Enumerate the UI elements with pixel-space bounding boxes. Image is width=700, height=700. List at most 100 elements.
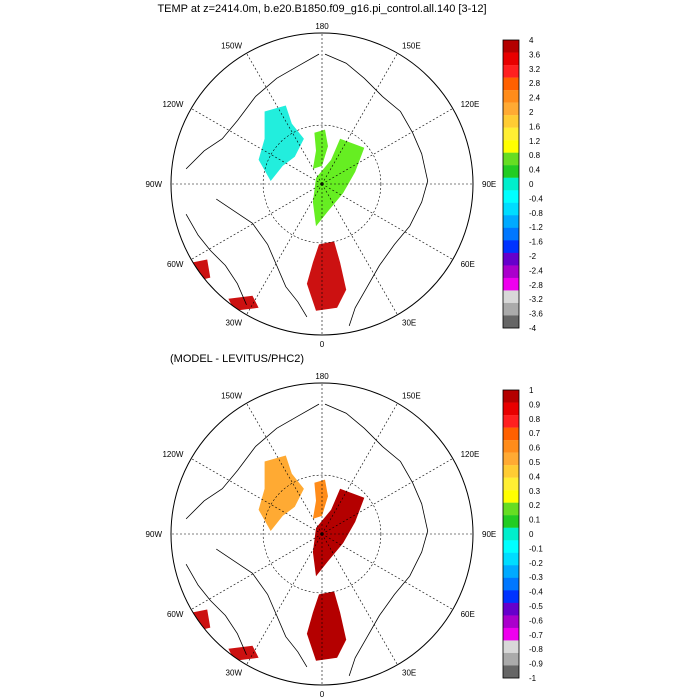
colorbar-swatch [503,227,519,241]
colorbar-label: -2 [529,252,537,261]
colorbar-swatch [503,265,519,279]
colorbar-label: 0.8 [529,415,541,424]
colorbar-swatch [503,477,519,491]
colorbar-swatch [503,177,519,191]
colorbar-swatch [503,502,519,516]
colorbar-swatch [503,640,519,654]
colorbar-swatch [503,527,519,541]
longitude-label-nw: 150W [221,41,242,50]
map-boundary [170,382,474,686]
greenland-south-anomaly [192,259,211,281]
meridian-line [191,458,323,535]
greenland-south-difference [228,645,259,661]
colorbar-swatch [503,615,519,629]
longitude-label-e: 90E [482,180,496,189]
bottom-panel: (MODEL - LEVITUS/PHC2) 180 150W 150E 120W 12… [146,353,544,699]
longitude-label-e2: 120E [461,450,480,459]
colorbar-label: 0.6 [529,444,541,453]
longitude-label-n: 180 [315,372,329,381]
colorbar-label: 0.8 [529,151,541,160]
colorbar-swatch [503,515,519,528]
latitude-circle [262,124,382,244]
longitude-label-e: 90E [482,530,496,539]
colorbar-label: -2.8 [529,281,543,290]
longitude-label-s: 0 [320,340,325,349]
colorbar-swatch [503,65,519,78]
colorbar-swatch [503,590,519,604]
colorbar-label: 0 [529,180,534,189]
coastline-segment [348,576,410,677]
coastline-segment [185,564,247,655]
meridian-line [321,183,398,315]
colorbar-label: -0.2 [529,559,543,568]
meridian-line [321,183,453,260]
atlantic-edge-anomaly [228,295,259,311]
meridian-line [321,403,398,535]
longitude-label-w2: 120W [162,450,183,459]
colorbar-label: -0.3 [529,573,543,582]
colorbar-label: 0 [529,530,534,539]
colorbar-swatch [503,302,519,316]
beaufort-anomaly [258,105,304,181]
colorbar-swatch [503,140,519,153]
longitude-label-se: 60E [461,610,475,619]
longitude-label-w: 90W [146,530,163,539]
colorbar-label: 0.1 [529,516,541,525]
colorbar-swatch [503,427,519,441]
meridian-line [321,533,453,610]
colorbar-label: 1.2 [529,137,541,146]
bottom-panel-title: (MODEL - LEVITUS/PHC2) [170,353,304,365]
meridian-line [246,403,323,535]
colorbar-label: 3.2 [529,65,541,74]
latitude-circle [262,474,382,594]
colorbar-label: 0.5 [529,458,541,467]
colorbar-label: -3.2 [529,295,543,304]
colorbar-label: 1 [529,386,534,395]
meridian-line [246,533,323,665]
colorbar-label: 2.4 [529,94,541,103]
meridian-line [321,533,398,665]
colorbar-swatch [503,90,519,103]
colorbar-label: -1.2 [529,223,543,232]
colorbar-label: -0.9 [529,660,543,669]
colorbar-swatch [503,252,519,266]
longitude-label-w: 90W [146,180,163,189]
labrador-anomaly [306,241,347,311]
colorbar-swatch [503,627,519,641]
meridian-line [321,108,453,185]
colorbar-swatch [503,465,519,478]
top-polar-map: 180 150W 150E 120W 120E 90W 90E 60W 60E 30W 30E 0 [146,22,497,349]
top-panel-title: TEMP at z=2414.0m, b.e20.B1850.f09_g16.p… [157,3,486,15]
colorbar-swatch [503,127,519,141]
colorbar-swatch [503,152,519,166]
eurasian-basin-difference [312,488,365,577]
colorbar-swatch [503,440,519,453]
colorbar-swatch [503,665,519,679]
colorbar-label: -0.4 [529,194,543,203]
beaufort-difference [258,455,304,531]
meridian-line [191,183,323,260]
colorbar-label: 0.4 [529,166,541,175]
nordic-seas-anomaly [312,138,365,227]
colorbar-swatch [503,552,519,566]
colorbar-swatch [503,540,519,553]
colorbar-swatch [503,577,519,591]
longitude-label-nw: 150W [221,391,242,400]
coastline-segment [185,403,320,520]
colorbar-label: -1 [529,674,537,683]
colorbar-swatch [503,452,519,466]
colorbar-label: 3.6 [529,50,541,59]
meridian-line [191,533,323,610]
colorbar-frame [502,389,520,679]
bottom-colorbar: 1 0.9 0.8 0.7 0.6 0.5 0.4 0.3 0.2 0.1 0 -0.1 -0.2 -0.… [502,386,543,683]
colorbar-swatch [503,277,519,291]
longitude-label-se: 60E [461,260,475,269]
colorbar-label: 2.8 [529,79,541,88]
colorbar-swatch [503,565,519,579]
colorbar-swatch [503,102,519,116]
colorbar-swatch [503,415,519,428]
colorbar-label: -0.8 [529,209,543,218]
top-panel: TEMP at z=2414.0m, b.e20.B1850.f09_g16.p… [146,3,544,349]
colorbar-label: 0.9 [529,400,541,409]
